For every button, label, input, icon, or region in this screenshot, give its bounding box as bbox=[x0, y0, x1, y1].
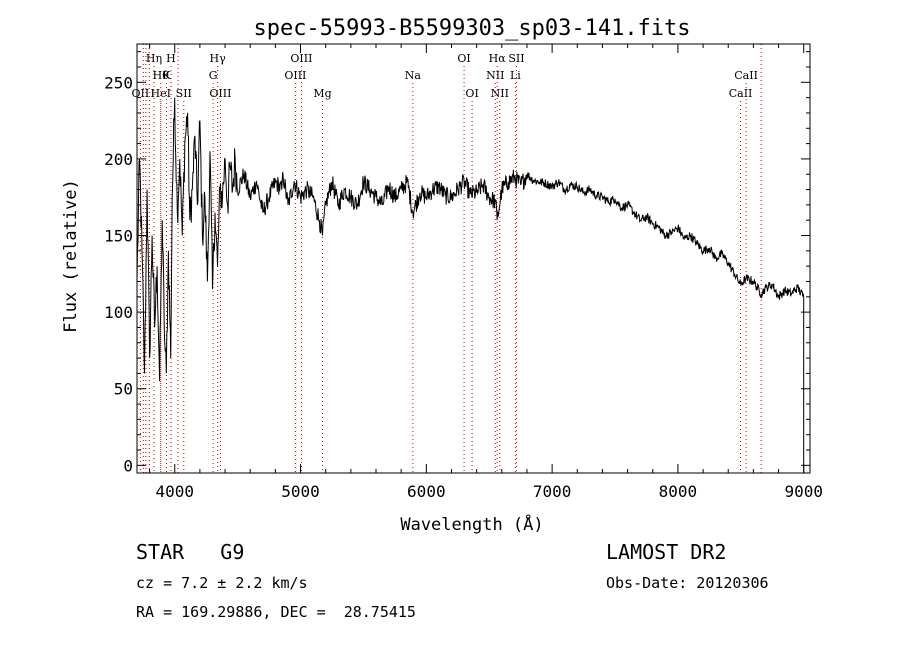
line-label: HeI bbox=[151, 87, 171, 100]
line-label: Mg bbox=[313, 87, 331, 100]
line-label: Na bbox=[405, 69, 422, 82]
line-label: OI bbox=[457, 52, 470, 65]
spectrum-layer bbox=[136, 97, 805, 473]
coordinates: RA = 169.29886, DEC = 28.75415 bbox=[136, 603, 416, 621]
emission-lines-layer: OII Hη Hθ HeI KH SII G Hγ OIII OIII OIII Mg Na OI OI NI… bbox=[132, 44, 762, 473]
x-tick-label: 4000 bbox=[155, 482, 194, 501]
line-label: Li bbox=[510, 69, 521, 82]
line-label: Hθ bbox=[153, 69, 170, 82]
x-tick-label: 9000 bbox=[784, 482, 823, 501]
y-tick-label: 50 bbox=[114, 380, 133, 399]
object-class: STAR G9 bbox=[136, 540, 245, 564]
x-tick-label: 5000 bbox=[281, 482, 320, 501]
y-tick-label: 250 bbox=[104, 73, 133, 92]
x-tick-label: 8000 bbox=[659, 482, 698, 501]
line-label: OI bbox=[465, 87, 478, 100]
line-label: NII bbox=[491, 87, 509, 100]
line-label: CaII bbox=[729, 87, 753, 100]
y-tick-label: 150 bbox=[104, 227, 133, 246]
y-axis-label: Flux (relative) bbox=[61, 179, 81, 333]
plot-frame bbox=[136, 43, 811, 474]
line-label: OII bbox=[132, 87, 150, 100]
spectrum-series bbox=[136, 97, 805, 473]
line-label: OIII bbox=[284, 69, 306, 82]
y-tick-label: 100 bbox=[104, 303, 133, 322]
x-axis-label: Wavelength (Å) bbox=[400, 513, 543, 535]
line-label: Hγ bbox=[210, 52, 227, 65]
axes-layer: 4000 5000 6000 7000 8000 9000 0 50 100 150 200 250 bbox=[104, 43, 823, 501]
line-label: Hα bbox=[489, 52, 507, 65]
line-label: OIII bbox=[209, 87, 231, 100]
redshift-cz: cz = 7.2 ± 2.2 km/s bbox=[136, 574, 308, 592]
line-label: G bbox=[209, 69, 218, 82]
line-label: CaII bbox=[734, 69, 758, 82]
line-label: SII bbox=[508, 52, 524, 65]
line-label: H bbox=[166, 52, 176, 65]
line-label: OIII bbox=[290, 52, 312, 65]
y-tick-label: 0 bbox=[123, 456, 133, 475]
line-label: NII bbox=[486, 69, 504, 82]
y-tick-label: 200 bbox=[104, 150, 133, 169]
line-label: K bbox=[162, 69, 171, 82]
x-tick-label: 7000 bbox=[533, 482, 572, 501]
line-label: SII bbox=[176, 87, 192, 100]
survey-name: LAMOST DR2 bbox=[606, 540, 727, 564]
line-label: Hη bbox=[146, 52, 162, 65]
x-tick-label: 6000 bbox=[407, 482, 446, 501]
observation-date: Obs-Date: 20120306 bbox=[606, 574, 769, 592]
chart-title: spec-55993-B5599303_sp03-141.fits bbox=[253, 16, 690, 41]
